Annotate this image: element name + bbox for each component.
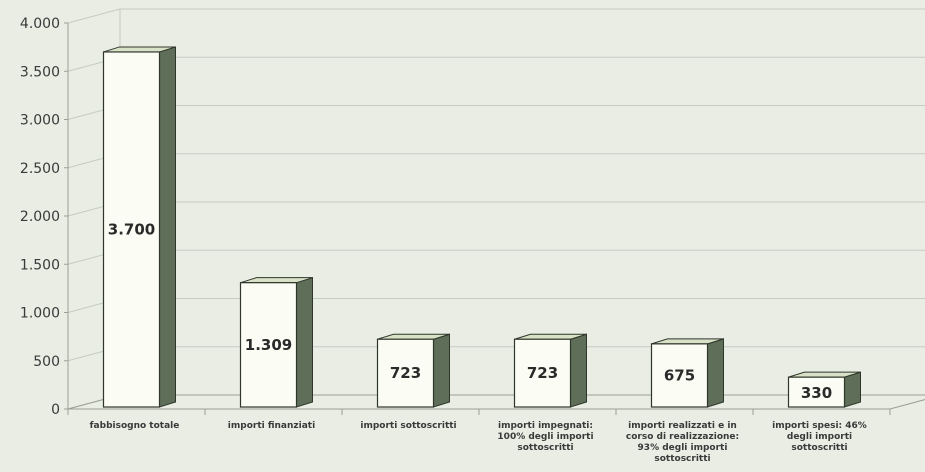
bar-data-label: 330 [801,384,832,402]
bar-front-face [376,338,435,408]
y-tick-label: 4.000 [20,16,60,32]
gridline [67,56,925,72]
y-tick-label: 1.500 [20,257,60,273]
bar-side-face [844,371,861,408]
bar-side-face [159,46,176,408]
x-category-label: importi sottoscritti [360,421,456,431]
y-tick-label: 0 [51,402,60,418]
y-tick-label: 3.000 [20,113,60,129]
y-tick-label: 2.500 [20,161,60,177]
bar-side-face [570,333,587,408]
y-tick-label: 2.000 [20,209,60,225]
bar-data-label: 1.309 [245,336,292,354]
bar-data-label: 723 [527,364,558,382]
bar-side-face [433,333,450,408]
y-tick-label: 3.500 [20,64,60,80]
x-category-label: importi finanziati [228,421,315,431]
gridline [67,153,925,169]
bar-front-face [650,343,709,408]
x-category-label: importi realizzati e in corso di realizza… [626,421,739,464]
bars: 3.700 1.309 723 723 675 330 [102,46,861,408]
bar-front-face [239,282,298,408]
gridline [67,105,925,120]
bar-data-label: 675 [664,366,695,384]
bar: 330 [787,371,861,408]
bar-data-label: 723 [390,364,421,382]
y-axis-ticks: 0 500 1.000 1.500 2.000 2.500 3.000 3.500 4.000 [20,16,68,418]
x-category-label: importi spesi: 46% degli importi sottoscri… [772,421,867,453]
y-tick-label: 500 [33,354,60,370]
x-axis-category-labels: fabbisogno totale importi finanziati impor… [90,421,867,464]
bar-front-face [513,338,572,408]
gridline [67,8,925,24]
bar-front-face [102,51,161,408]
bar-side-face [707,338,724,408]
gridline [67,249,925,265]
bar-front-face [787,376,846,408]
bar: 723 [513,333,587,408]
axes [67,9,925,415]
gridlines [67,8,925,410]
x-category-label: importi impegnati: 100% degli importi sott… [497,421,593,453]
gridline [67,346,925,362]
gridline [67,201,925,217]
bar-side-face [296,277,313,408]
bar: 1.309 [239,277,313,408]
x-category-label: fabbisogno totale [90,421,180,431]
bar-data-label: 3.700 [108,220,155,238]
y-tick-label: 1.000 [20,306,60,322]
bar: 723 [376,333,450,408]
gridline [67,298,925,313]
bar: 3.700 [102,46,176,408]
bar: 675 [650,338,724,408]
